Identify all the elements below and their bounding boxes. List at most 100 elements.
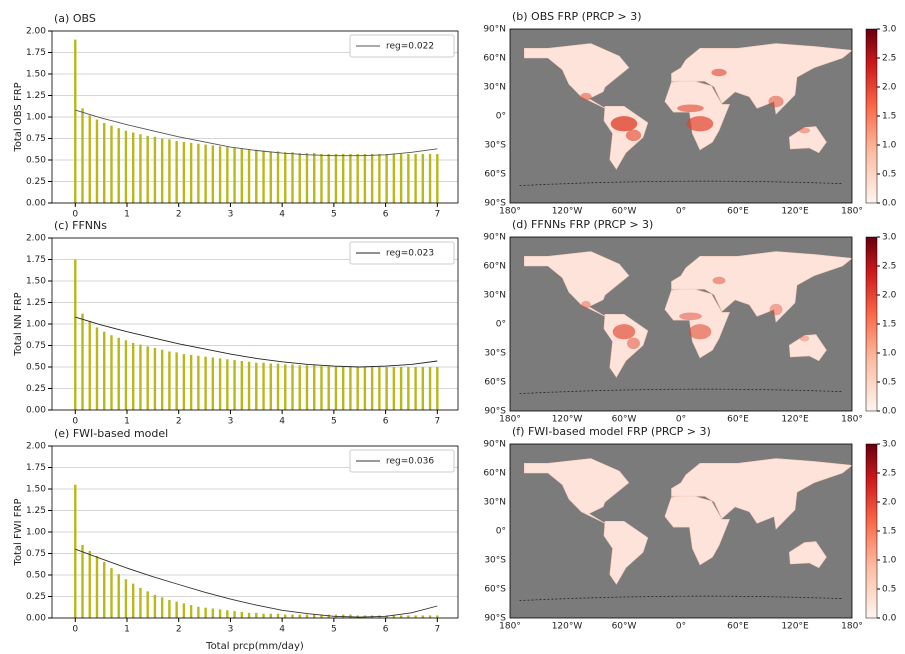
bar	[313, 365, 315, 410]
lat-label: 30°N	[483, 498, 506, 508]
map-hotspot	[799, 128, 810, 134]
lat-label: 90°N	[483, 233, 506, 243]
lon-label: 180°	[499, 622, 521, 632]
bar	[139, 588, 141, 618]
bar	[342, 366, 344, 410]
y-tick-label: 0.75	[26, 341, 46, 351]
map-hotspot	[580, 93, 591, 101]
panel-title: (c) FFNNs	[54, 219, 107, 232]
bar	[219, 609, 221, 618]
bar	[291, 152, 293, 203]
bar	[226, 147, 228, 203]
colorbar-tick-label: 0.5	[882, 585, 896, 595]
bar	[190, 143, 192, 203]
bar	[400, 367, 402, 410]
bar	[197, 356, 199, 410]
x-tick-label: 2	[176, 625, 182, 635]
bar	[306, 153, 308, 203]
bar	[270, 151, 272, 203]
bar	[125, 340, 127, 410]
lon-label: 180°	[499, 207, 521, 217]
bar	[132, 132, 134, 203]
colorbar-tick-label: 2.0	[882, 291, 897, 301]
bar	[335, 366, 337, 410]
bar	[407, 154, 409, 203]
colorbar-tick-label: 0.0	[882, 199, 897, 209]
bar	[400, 154, 402, 203]
bar	[89, 115, 91, 203]
bar	[313, 615, 315, 618]
bar	[248, 150, 250, 203]
bar	[262, 151, 264, 203]
bar	[81, 545, 83, 618]
lon-label: 60°E	[727, 415, 749, 425]
bar	[364, 367, 366, 410]
map-title: (f) FWI-based model FRP (PRCP > 3)	[512, 425, 711, 438]
x-tick-label: 0	[72, 210, 78, 220]
colorbar-tick-label: 2.0	[882, 498, 897, 508]
bar	[291, 615, 293, 618]
map-title: (d) FFNNs FRP (PRCP > 3)	[512, 218, 653, 231]
bar	[161, 350, 163, 410]
colorbar-tick-label: 0.0	[882, 614, 897, 624]
y-tick-label: 0.75	[26, 549, 46, 559]
bar	[161, 139, 163, 204]
map-hotspot	[677, 104, 704, 112]
bar	[161, 597, 163, 618]
bar	[378, 154, 380, 203]
bar	[183, 142, 185, 203]
panel-title: (e) FWI-based model	[54, 427, 168, 440]
bar	[349, 154, 351, 203]
lon-label: 60°W	[612, 207, 637, 217]
y-tick-label: 0.50	[26, 156, 46, 166]
bar	[255, 613, 257, 618]
bar	[241, 612, 243, 618]
bar	[306, 615, 308, 618]
lon-label: 120°W	[552, 415, 583, 425]
map-hotspot	[611, 116, 638, 131]
bar	[190, 355, 192, 410]
x-tick-label: 1	[124, 417, 130, 427]
bar	[233, 360, 235, 410]
bar	[233, 611, 235, 618]
bar	[255, 363, 257, 410]
bar	[146, 136, 148, 203]
bar	[96, 327, 98, 410]
lat-label: 30°S	[484, 141, 506, 151]
y-tick-label: 1.25	[26, 91, 46, 101]
colorbar-tick-label: 2.5	[882, 262, 896, 272]
bar	[277, 151, 279, 203]
lat-label: 0°	[496, 112, 506, 122]
legend-label: reg=0.022	[386, 42, 434, 52]
map-hotspot	[800, 336, 810, 342]
bar	[356, 367, 358, 410]
lat-label: 30°N	[483, 83, 506, 93]
bar	[175, 141, 177, 203]
lat-label: 60°N	[483, 54, 506, 64]
x-tick-label: 0	[72, 417, 78, 427]
lon-label: 180°	[841, 207, 863, 217]
x-tick-label: 6	[383, 210, 389, 220]
bar	[175, 352, 177, 410]
figure: 0.000.250.500.751.001.251.501.752.000123…	[0, 0, 905, 654]
lon-label: 180°	[499, 415, 521, 425]
lon-label: 120°W	[552, 622, 583, 632]
bar	[183, 354, 185, 410]
bar	[299, 615, 301, 618]
lon-label: 60°W	[612, 622, 637, 632]
y-tick-label: 0.75	[26, 134, 46, 144]
bar	[154, 595, 156, 618]
bar	[139, 345, 141, 410]
lon-label: 60°W	[612, 415, 637, 425]
bar	[96, 556, 98, 618]
lat-label: 90°N	[483, 440, 506, 450]
bar	[212, 145, 214, 203]
bar	[299, 153, 301, 203]
y-tick-label: 1.25	[26, 506, 46, 516]
y-tick-label: 0.25	[26, 384, 46, 394]
bar	[371, 367, 373, 410]
y-tick-label: 2.00	[26, 442, 46, 452]
bar	[204, 145, 206, 203]
bar	[262, 614, 264, 618]
lat-label: 60°S	[484, 585, 506, 595]
